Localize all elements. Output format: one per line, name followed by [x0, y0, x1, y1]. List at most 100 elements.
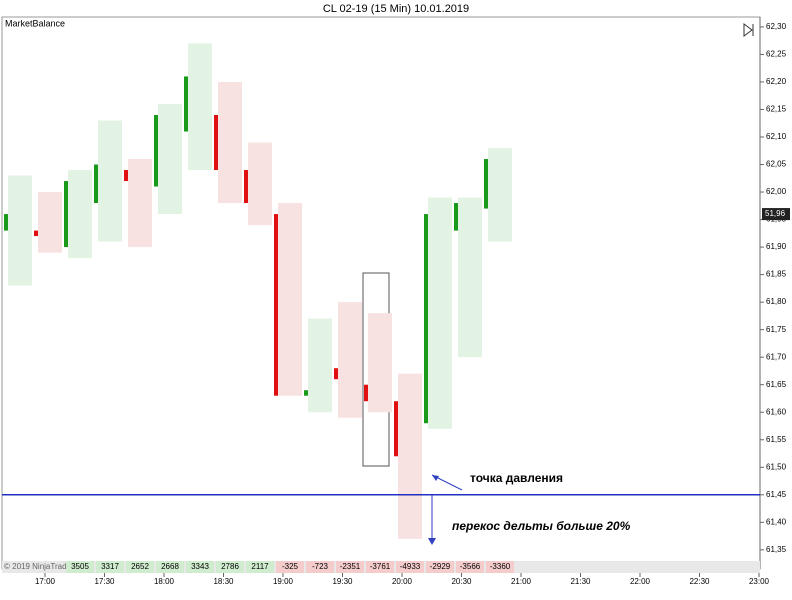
x-tick-label: 21:30 — [570, 577, 591, 586]
y-tick-label: 62,05 — [766, 160, 787, 169]
chart-title: CL 02-19 (15 Min) 10.01.2019 — [323, 3, 469, 15]
delta-value: 2117 — [251, 562, 269, 571]
volume-cluster — [68, 170, 92, 259]
candle-body — [334, 368, 338, 380]
delta-cell — [486, 561, 514, 573]
y-tick-label: 61,75 — [766, 325, 787, 334]
y-tick-label: 61,60 — [766, 407, 787, 416]
delta-value: -325 — [282, 562, 299, 571]
x-tick-label: 23:00 — [749, 577, 770, 586]
delta-cell — [156, 561, 184, 573]
volume-cluster — [128, 159, 152, 248]
y-tick-label: 61,50 — [766, 462, 787, 471]
y-tick-label: 61,90 — [766, 242, 787, 251]
copyright: © 2019 NinjaTrader, LLC — [4, 562, 93, 571]
volume-cluster — [188, 43, 212, 171]
y-tick-label: 61,70 — [766, 352, 787, 361]
delta-cell — [426, 561, 454, 573]
y-tick-label: 62,10 — [766, 132, 787, 141]
delta-cell — [66, 561, 94, 573]
delta-value: -723 — [312, 562, 329, 571]
candle-body — [304, 390, 308, 396]
delta-value: -4933 — [400, 562, 421, 571]
delta-value: 2652 — [131, 562, 149, 571]
volume-cluster — [488, 148, 512, 242]
y-tick-label: 61,55 — [766, 435, 787, 444]
delta-value: -3566 — [460, 562, 481, 571]
y-tick-label: 61,80 — [766, 297, 787, 306]
delta-cell — [126, 561, 154, 573]
x-tick-label: 19:30 — [332, 577, 353, 586]
candle-body — [94, 164, 98, 204]
volume-cluster — [458, 197, 482, 358]
volume-cluster — [428, 197, 452, 429]
x-tick-label: 17:00 — [35, 577, 56, 586]
delta-cell — [96, 561, 124, 573]
scroll-icon[interactable] — [743, 23, 754, 37]
volume-cluster — [308, 318, 332, 413]
delta-value: 3317 — [101, 562, 119, 571]
delta-cell — [456, 561, 484, 573]
x-tick-label: 19:00 — [273, 577, 294, 586]
delta-value: -2929 — [430, 562, 451, 571]
last-price-marker — [762, 208, 790, 221]
delta-value: 3505 — [71, 562, 89, 571]
volume-cluster — [398, 373, 422, 539]
delta-value: -3360 — [490, 562, 511, 571]
candle-body — [34, 230, 38, 237]
candle-body — [184, 76, 188, 132]
candle-body — [154, 114, 158, 187]
arrow-head — [432, 475, 439, 481]
candle-body — [424, 214, 428, 424]
x-tick-label: 20:30 — [451, 577, 472, 586]
x-tick-label: 20:00 — [392, 577, 413, 586]
y-tick-label: 62,25 — [766, 50, 787, 59]
y-tick-label: 62,30 — [766, 22, 787, 31]
x-tick-label: 18:00 — [154, 577, 175, 586]
delta-value: -2351 — [340, 562, 361, 571]
candle-body — [124, 170, 128, 182]
volume-cluster — [338, 302, 362, 418]
indicator-name: MarketBalance — [5, 18, 65, 28]
y-tick-label: 61,45 — [766, 490, 787, 499]
y-tick-label: 62,20 — [766, 77, 787, 86]
delta-cell — [366, 561, 394, 573]
y-tick-label: 62,15 — [766, 105, 787, 114]
candle-body — [214, 114, 218, 171]
volume-cluster — [278, 203, 302, 396]
delta-value: 3343 — [191, 562, 209, 571]
volume-cluster — [38, 192, 62, 253]
volume-cluster — [368, 313, 392, 413]
candle-body — [394, 401, 398, 457]
candle-body — [64, 181, 68, 248]
y-tick-label: 61,40 — [766, 517, 787, 526]
candle-body — [364, 384, 368, 402]
arrow-head — [428, 538, 436, 545]
volume-cluster — [158, 103, 182, 215]
y-tick-label: 61,35 — [766, 545, 787, 554]
y-tick-label: 61,65 — [766, 380, 787, 389]
annotation: перекос дельты больше 20% — [452, 519, 631, 533]
delta-value: -3761 — [370, 562, 391, 571]
delta-value: 2668 — [161, 562, 179, 571]
delta-cell — [306, 561, 334, 573]
y-tick-label: 62,00 — [766, 187, 787, 196]
volume-cluster — [98, 120, 122, 242]
candle-body — [274, 214, 278, 396]
volume-cluster — [218, 81, 242, 204]
delta-value: 2786 — [221, 562, 239, 571]
candle-body — [454, 203, 458, 231]
y-tick-label: 61,85 — [766, 270, 787, 279]
volume-cluster — [248, 142, 272, 226]
candle-body — [4, 214, 8, 231]
last-price-label: 51,96 — [765, 209, 786, 218]
candle-body — [484, 159, 488, 209]
delta-cell — [396, 561, 424, 573]
delta-cell — [276, 561, 304, 573]
delta-cell — [336, 561, 364, 573]
delta-cell — [216, 561, 244, 573]
annotation: точка давления — [470, 471, 563, 485]
candle-body — [244, 170, 248, 204]
